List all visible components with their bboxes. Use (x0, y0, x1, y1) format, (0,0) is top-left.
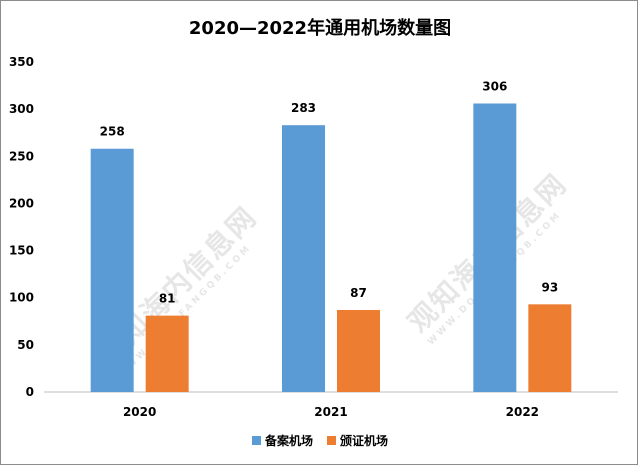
x-tick-label-0: 2020 (123, 405, 156, 419)
bar-2022-series-0 (473, 103, 517, 392)
bar-2022-series-1 (528, 304, 572, 392)
legend-swatch-0 (251, 436, 261, 445)
data-label-2022-series-0: 306 (482, 79, 507, 93)
y-tick-label-5: 250 (9, 149, 34, 163)
chart-title: 2020—2022年通用机场数量图 (188, 18, 452, 39)
x-tick-label-2: 2022 (506, 405, 539, 419)
bar-2020-series-1 (145, 315, 189, 392)
y-tick-label-7: 350 (9, 55, 34, 69)
y-tick-label-4: 200 (9, 196, 34, 210)
legend-item-0: 备案机场 (251, 432, 313, 449)
y-tick-label-1: 50 (17, 338, 34, 352)
legend-label-0: 备案机场 (264, 434, 313, 448)
data-label-2020-series-0: 258 (100, 125, 125, 139)
legend-item-1: 颁证机场 (327, 432, 388, 449)
data-label-2021-series-0: 283 (291, 101, 316, 115)
data-label-2021-series-1: 87 (350, 286, 367, 300)
legend-swatch-1 (327, 436, 336, 445)
data-label-2022-series-1: 93 (541, 280, 558, 294)
y-tick-label-6: 300 (9, 102, 34, 116)
legend: 备案机场 颁证机场 (0, 432, 640, 449)
data-label-2020-series-1: 81 (159, 292, 176, 306)
bar-2021-series-1 (337, 309, 380, 392)
y-tick-label-0: 0 (26, 385, 34, 399)
legend-label-1: 颁证机场 (340, 434, 389, 448)
x-tick-label-1: 2021 (314, 405, 347, 419)
bar-2020-series-0 (90, 148, 134, 392)
y-tick-label-3: 150 (9, 244, 34, 258)
bar-2021-series-0 (282, 125, 325, 393)
y-tick-label-2: 100 (9, 291, 34, 305)
